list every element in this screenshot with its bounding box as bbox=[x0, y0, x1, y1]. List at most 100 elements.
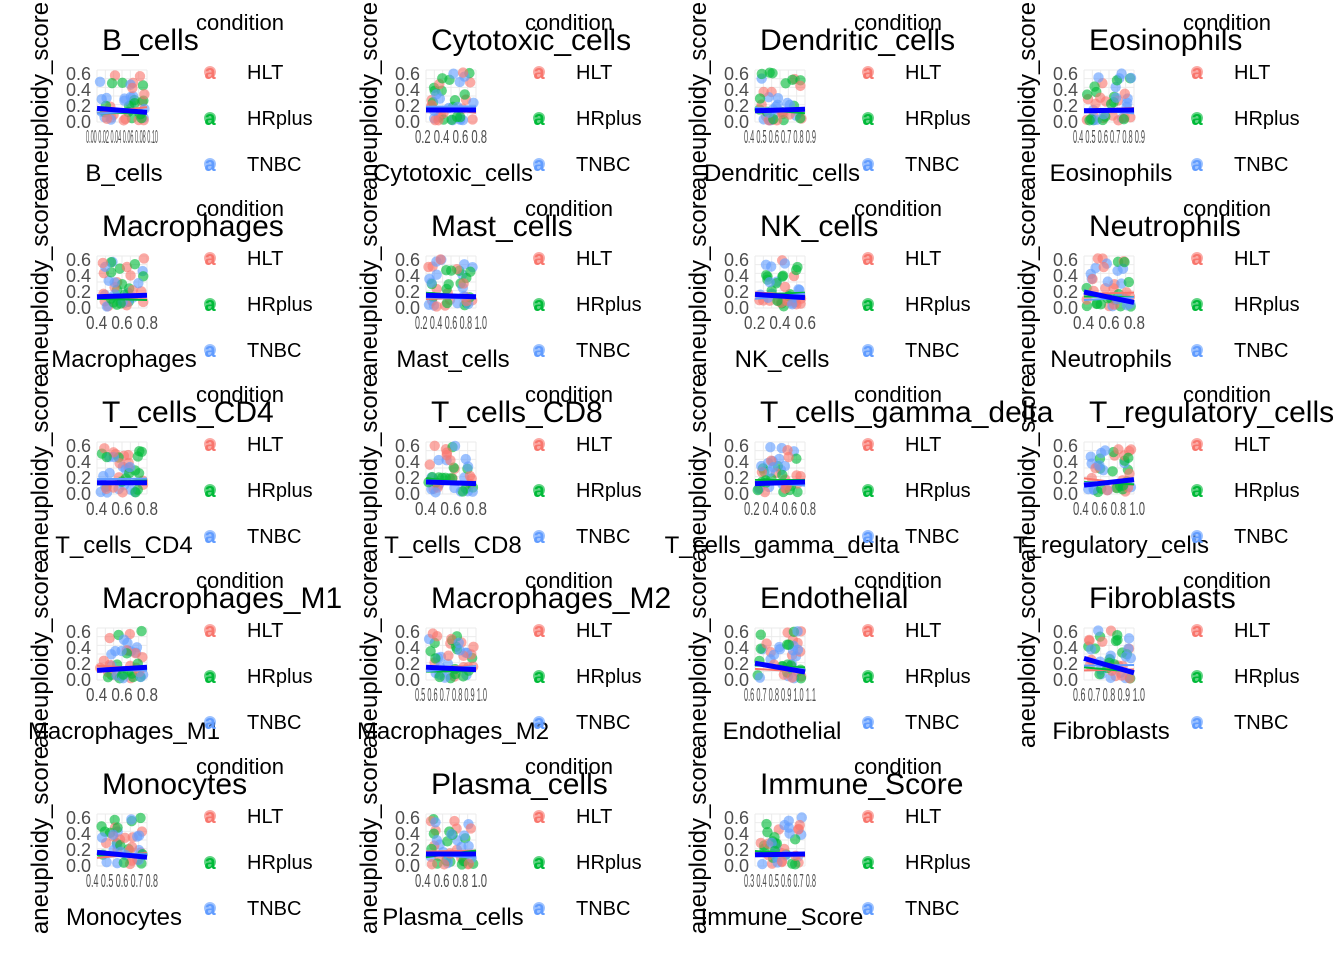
scatter-points bbox=[95, 443, 149, 498]
data-point bbox=[754, 93, 766, 104]
legend-key-hrplus: a bbox=[862, 480, 874, 502]
trend-line bbox=[425, 479, 477, 487]
legend-key-hlt: a bbox=[862, 806, 874, 828]
legend-label: TNBC bbox=[905, 154, 959, 176]
data-point bbox=[116, 645, 127, 657]
y-tick-label: 0.0 bbox=[724, 670, 749, 690]
data-point bbox=[1095, 92, 1106, 103]
legend-key-point bbox=[533, 438, 545, 450]
data-point bbox=[452, 297, 463, 309]
legend-key-glyph: a bbox=[1191, 620, 1203, 642]
legend-title: condition bbox=[1183, 568, 1271, 593]
y-axis-title: aneuploidy_score bbox=[685, 188, 712, 376]
panel-title: B_cells bbox=[102, 24, 199, 57]
panel: 0.00.20.40.6 0.6 0.7 0.8 0.9 1.0 1.1 Endot… bbox=[685, 560, 971, 748]
data-point bbox=[793, 824, 804, 835]
y-axis-title: aneuploidy_score bbox=[1014, 2, 1041, 190]
legend-label: TNBC bbox=[247, 712, 301, 734]
panel: 0.00.20.40.6 0.4 0.6 0.8 1.0 Plasma_cells P… bbox=[356, 746, 642, 934]
data-point bbox=[118, 634, 130, 645]
x-tick-labels: 0.6 0.7 0.8 0.9 1.0 bbox=[1073, 685, 1145, 705]
y-tick-label: 0.4 bbox=[1053, 266, 1078, 286]
legend-key-point bbox=[533, 856, 545, 868]
y-axis-title: aneuploidy_score bbox=[27, 746, 54, 934]
legend-label: HLT bbox=[905, 62, 941, 84]
legend-key-hlt: a bbox=[1191, 248, 1203, 270]
data-point bbox=[1084, 115, 1095, 126]
trend-line bbox=[96, 849, 148, 860]
legend-label: HLT bbox=[905, 620, 941, 642]
trend-line bbox=[754, 479, 806, 487]
legend-title: condition bbox=[1183, 10, 1271, 35]
legend-label: TNBC bbox=[576, 712, 630, 734]
data-point bbox=[431, 631, 443, 642]
legend-key-point bbox=[533, 298, 545, 310]
data-point bbox=[765, 441, 776, 453]
panel: 0.00.20.40.6 0.4 0.6 0.8 Macrophages Macrop… bbox=[27, 188, 313, 376]
legend-key-point bbox=[533, 530, 545, 542]
legend-key-glyph: a bbox=[862, 852, 874, 874]
data-point bbox=[468, 641, 479, 653]
y-axis-title: aneuploidy_score bbox=[356, 374, 383, 562]
panel: 0.00.20.40.6 0.3 0.4 0.5 0.6 0.7 0.8 Immun… bbox=[685, 746, 971, 934]
scatter-points bbox=[1083, 625, 1137, 684]
y-tick-label: 0.4 bbox=[1053, 638, 1078, 658]
data-point bbox=[106, 77, 118, 89]
panel: 0.00.20.40.6 0.4 0.6 0.8 T_cells_CD4 T_cell… bbox=[27, 374, 313, 562]
legend-label: HLT bbox=[1234, 434, 1270, 456]
data-point bbox=[1123, 633, 1135, 644]
data-point bbox=[463, 858, 475, 869]
data-point bbox=[1086, 472, 1097, 484]
y-axis-title: aneuploidy_score bbox=[1014, 188, 1041, 376]
data-point bbox=[438, 859, 450, 870]
data-point bbox=[779, 281, 791, 293]
legend-key-tnbc: a bbox=[533, 712, 545, 734]
y-tick-label: 0.0 bbox=[1053, 112, 1078, 132]
legend-key-hlt: a bbox=[204, 620, 216, 642]
x-axis-title: Plasma_cells bbox=[382, 904, 523, 931]
legend-key-point bbox=[862, 66, 874, 78]
data-point bbox=[764, 276, 775, 288]
legend-key-hlt: a bbox=[204, 62, 216, 84]
data-point bbox=[1118, 113, 1130, 125]
x-axis-title: Macrophages_M1 bbox=[28, 718, 220, 745]
y-tick-label: 0.2 bbox=[724, 840, 749, 860]
data-point bbox=[132, 831, 143, 842]
scatter-points bbox=[752, 441, 806, 498]
legend-key-hrplus: a bbox=[862, 666, 874, 688]
legend-key-glyph: a bbox=[533, 340, 545, 362]
x-tick-labels: 0.4 0.6 0.8 bbox=[1073, 313, 1145, 333]
data-point bbox=[1112, 630, 1123, 641]
data-point bbox=[118, 857, 129, 868]
data-point bbox=[119, 95, 130, 106]
legend-key-point bbox=[862, 670, 874, 682]
legend-label: TNBC bbox=[905, 526, 959, 548]
data-point bbox=[761, 818, 772, 830]
panel-title: Macrophages_M2 bbox=[431, 582, 671, 615]
x-tick-labels: 0.2 0.4 0.6 bbox=[744, 313, 816, 333]
data-point bbox=[464, 470, 476, 482]
data-point bbox=[458, 278, 469, 289]
x-axis-title: Macrophages bbox=[51, 346, 196, 373]
y-tick-label: 0.4 bbox=[395, 452, 420, 472]
legend-key-glyph: a bbox=[533, 712, 545, 734]
legend-key-point bbox=[862, 298, 874, 310]
data-point bbox=[430, 487, 441, 498]
legend-key-glyph: a bbox=[862, 898, 874, 920]
data-point bbox=[1123, 276, 1135, 288]
legend-key-glyph: a bbox=[533, 666, 545, 688]
trend-line bbox=[754, 106, 806, 114]
x-axis-title: Monocytes bbox=[66, 904, 182, 931]
data-point bbox=[778, 669, 790, 680]
x-axis-title: Eosinophils bbox=[1050, 160, 1173, 187]
data-point bbox=[136, 625, 147, 637]
legend-key-point bbox=[204, 670, 216, 682]
data-point bbox=[1124, 468, 1135, 479]
condition-fit-line bbox=[96, 297, 148, 301]
y-tick-label: 0.2 bbox=[1053, 654, 1078, 674]
data-point bbox=[776, 856, 788, 867]
legend-key-point bbox=[204, 902, 216, 914]
legend-key-point bbox=[1191, 252, 1203, 264]
y-tick-label: 0.4 bbox=[1053, 80, 1078, 100]
legend-key-glyph: a bbox=[533, 806, 545, 828]
